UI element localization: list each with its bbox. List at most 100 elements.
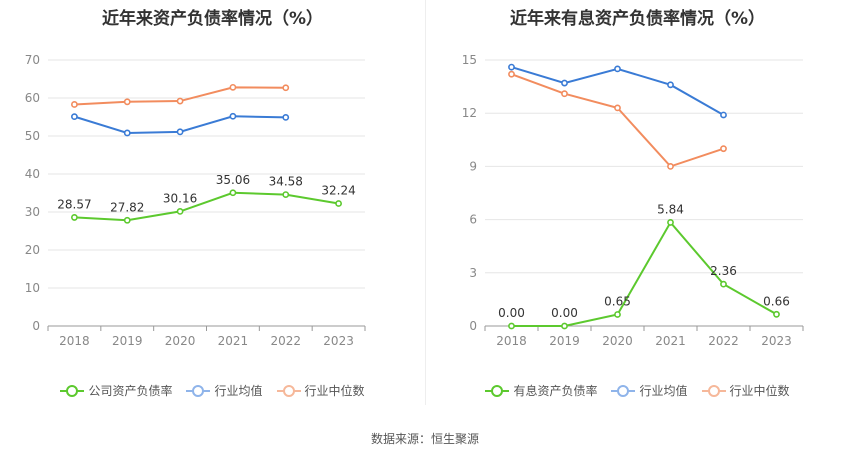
right-chart-y-tick-label: 9 xyxy=(469,159,477,173)
left-chart-series-point-0 xyxy=(335,200,342,207)
right-chart-series-point-0 xyxy=(614,311,621,318)
left-legend-label-company: 公司资产负债率 xyxy=(88,384,173,398)
left-chart-x-tick-label: 2022 xyxy=(270,334,301,348)
right-chart-x-tick-label: 2023 xyxy=(761,334,792,348)
right-legend-label-interest: 有息资产负债率 xyxy=(513,384,598,398)
right-legend-item-average[interactable]: 行业均值 xyxy=(611,382,688,399)
right-chart-data-label: 0.66 xyxy=(763,294,790,308)
left-legend-swatch-median xyxy=(276,384,301,397)
left-chart-series-point-2 xyxy=(176,97,184,105)
right-chart-series-point-2 xyxy=(614,104,621,112)
left-chart-y-tick-label: 10 xyxy=(25,281,40,295)
left-chart-data-label: 32.24 xyxy=(321,183,355,197)
left-chart-x-tick-label: 2019 xyxy=(112,334,143,348)
left-chart-series-point-1 xyxy=(71,113,78,121)
right-chart-data-label: 0.00 xyxy=(498,306,525,320)
left-chart-series-point-1 xyxy=(176,128,184,136)
left-legend: 公司资产负债率 行业均值 行业中位数 xyxy=(0,382,425,399)
panel-divider xyxy=(425,0,426,405)
left-chart-y-tick-label: 70 xyxy=(25,53,40,67)
right-chart-x-tick-label: 2019 xyxy=(549,334,580,348)
left-chart-title: 近年来资产负债率情况（%） xyxy=(101,9,324,29)
right-chart-x-tick-label: 2020 xyxy=(602,334,633,348)
right-chart-series-point-1 xyxy=(667,81,674,89)
right-chart-series-point-0 xyxy=(667,219,674,226)
left-chart-y-tick-label: 40 xyxy=(25,167,40,181)
left-chart-series-point-0 xyxy=(71,214,78,221)
left-chart-series-point-1 xyxy=(123,129,131,137)
right-chart-series-point-0 xyxy=(720,280,727,288)
left-chart-svg: 0 10 20 30 40 50 60 70 2018 2019 2020 2021 2022 2023 2… xyxy=(25,53,366,348)
left-chart-series-point-2 xyxy=(123,98,131,106)
left-chart-series-point-1 xyxy=(282,113,290,121)
left-chart-data-label: 30.16 xyxy=(163,191,197,205)
right-chart-panel: 近年来有息资产负债率情况（%） 0 3 6 9 12 15 2018 2019 2020 2021… xyxy=(425,0,850,420)
right-legend-swatch-median xyxy=(701,384,726,397)
left-chart-series-point-0 xyxy=(176,207,184,215)
right-chart-series-point-2 xyxy=(561,90,568,98)
left-chart-series-line-0 xyxy=(74,191,339,222)
right-chart-y-tick-label: 6 xyxy=(469,213,477,227)
right-chart-svg: 0 3 6 9 12 15 2018 2019 2020 2021 2022 2023 0.00 0.00… xyxy=(462,53,804,348)
right-chart-data-label: 0.00 xyxy=(551,306,578,320)
left-chart-series-point-1 xyxy=(229,112,237,120)
right-chart-y-tick-label: 0 xyxy=(469,319,477,333)
right-chart-series-point-0 xyxy=(561,322,568,330)
right-chart-x-tick-label: 2018 xyxy=(496,334,527,348)
right-chart-title: 近年来有息资产负债率情况（%） xyxy=(509,9,766,29)
right-chart-series-line-0 xyxy=(511,220,777,327)
right-chart-x-tick-label: 2022 xyxy=(708,334,739,348)
right-legend-label-median: 行业中位数 xyxy=(729,384,790,398)
left-chart-x-tick-label: 2020 xyxy=(165,334,196,348)
left-chart-data-label: 27.82 xyxy=(110,200,144,214)
left-legend-item-average[interactable]: 行业均值 xyxy=(186,382,263,399)
left-chart-series-point-2 xyxy=(71,101,78,108)
right-chart-data-label: 5.84 xyxy=(657,202,684,216)
right-chart-data-label: 0.65 xyxy=(604,294,631,308)
right-chart-series-point-0 xyxy=(773,310,780,318)
right-chart-series-point-0 xyxy=(508,322,515,330)
right-chart-x-tick-label: 2021 xyxy=(655,334,686,348)
left-chart-panel: 近年来资产负债率情况（%） 0 10 20 30 40 50 60 70 2018 2019 202… xyxy=(0,0,425,420)
left-chart-data-label: 34.58 xyxy=(269,175,303,189)
left-chart-y-tick-label: 50 xyxy=(25,129,40,143)
right-chart-y-tick-label: 3 xyxy=(469,266,477,280)
right-legend-swatch-interest xyxy=(485,384,510,397)
right-chart-series-point-2 xyxy=(508,70,515,78)
right-chart-series-point-1 xyxy=(508,63,515,71)
right-legend-item-median[interactable]: 行业中位数 xyxy=(701,382,790,399)
left-chart-x-tick-label: 2021 xyxy=(218,334,249,348)
right-legend: 有息资产负债率 行业均值 行业中位数 xyxy=(425,382,850,399)
right-legend-item-interest[interactable]: 有息资产负债率 xyxy=(485,382,597,399)
left-chart-y-tick-label: 20 xyxy=(25,243,40,257)
left-legend-item-median[interactable]: 行业中位数 xyxy=(276,382,365,399)
right-chart-series-point-2 xyxy=(720,145,727,153)
left-chart-y-tick-label: 30 xyxy=(25,205,40,219)
left-legend-label-median: 行业中位数 xyxy=(304,384,365,398)
right-legend-label-average: 行业均值 xyxy=(639,384,688,398)
left-chart-data-label: 28.57 xyxy=(57,197,91,211)
right-chart-y-tick-label: 12 xyxy=(462,106,477,120)
left-chart-series-point-0 xyxy=(229,189,237,197)
left-legend-swatch-average xyxy=(186,384,211,397)
left-chart-series-point-0 xyxy=(282,191,290,198)
right-chart-series-point-2 xyxy=(667,162,674,170)
right-chart-y-tick-label: 15 xyxy=(462,53,477,67)
left-chart-y-tick-label: 0 xyxy=(32,319,40,333)
left-legend-item-company[interactable]: 公司资产负债率 xyxy=(60,382,172,399)
left-chart-data-label: 35.06 xyxy=(216,173,250,187)
left-chart-series-point-2 xyxy=(282,84,290,92)
left-chart-series-point-2 xyxy=(229,83,237,91)
left-chart-x-tick-label: 2023 xyxy=(323,334,354,348)
right-chart-series-line-2 xyxy=(511,73,724,168)
left-chart-y-tick-label: 60 xyxy=(25,91,40,105)
right-chart-series-point-1 xyxy=(614,65,621,73)
left-legend-label-average: 行业均值 xyxy=(214,384,263,398)
right-legend-swatch-average xyxy=(611,384,636,397)
left-chart-x-tick-label: 2018 xyxy=(59,334,90,348)
data-source-note: 数据来源：恒生聚源 xyxy=(370,432,479,446)
left-chart-series-point-0 xyxy=(123,216,131,224)
right-chart-series-point-1 xyxy=(720,111,727,119)
left-legend-swatch-company xyxy=(60,384,85,397)
right-chart-data-label: 2.36 xyxy=(710,264,737,278)
